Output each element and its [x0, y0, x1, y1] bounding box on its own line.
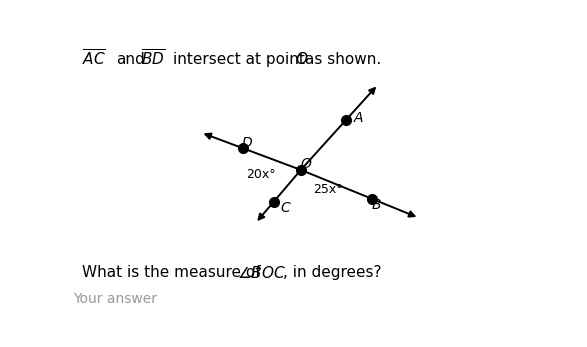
Text: O: O: [301, 157, 312, 171]
Text: A: A: [354, 111, 363, 125]
Text: $\overline{BD}$: $\overline{BD}$: [141, 49, 165, 69]
Text: 25x°: 25x°: [313, 183, 343, 196]
Text: B: B: [372, 198, 382, 212]
Text: intersect at point: intersect at point: [173, 51, 305, 67]
Text: Your answer: Your answer: [73, 292, 157, 306]
Text: , in degrees?: , in degrees?: [283, 265, 381, 280]
Text: and: and: [117, 51, 146, 67]
Text: $\overline{AC}$: $\overline{AC}$: [82, 49, 106, 69]
Text: What is the measure of: What is the measure of: [82, 265, 260, 280]
Text: $\angle$$BOC$: $\angle$$BOC$: [237, 265, 286, 281]
Text: as shown.: as shown.: [305, 51, 382, 67]
Text: D: D: [241, 136, 252, 150]
Text: 20x°: 20x°: [246, 168, 276, 181]
Text: C: C: [281, 201, 291, 215]
Text: O: O: [295, 51, 308, 67]
